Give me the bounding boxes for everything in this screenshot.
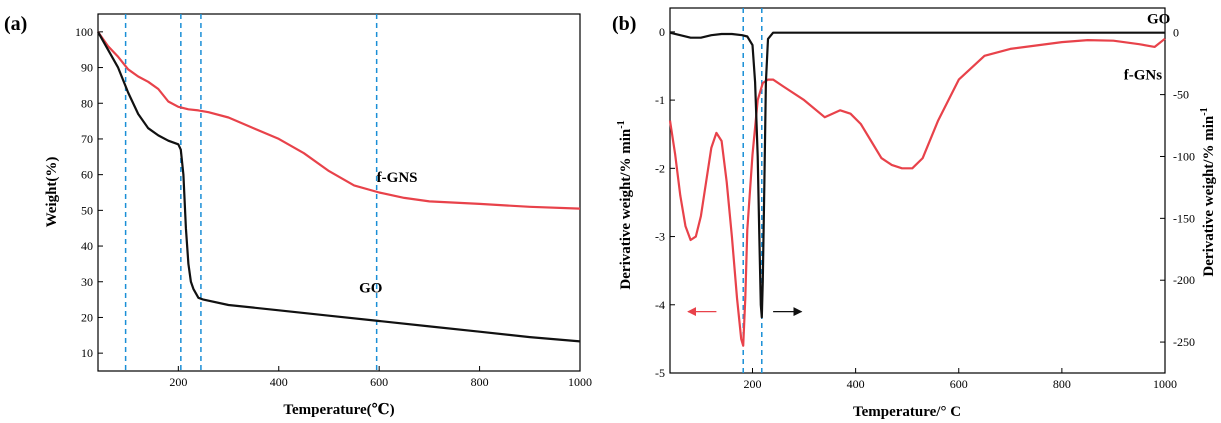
y2-tick-label: -100: [1173, 149, 1195, 163]
y2-tick-label: 0: [1173, 26, 1179, 40]
y-tick-label: 40: [81, 239, 93, 253]
x-tick-label: 200: [169, 375, 187, 389]
series-label-go: GO: [1147, 12, 1170, 28]
panel-b-guide-lines: [742, 8, 763, 373]
y2-tick-label: -50: [1173, 88, 1189, 102]
y-tick-label: -4: [655, 298, 665, 312]
series-label-f-gns: f-GNs: [1124, 68, 1162, 84]
panel-a-plot-frame: [97, 13, 581, 372]
panel-a-guide-lines: [124, 14, 378, 371]
x-tick-label: 400: [270, 375, 288, 389]
panel-b-plot-frame: [669, 7, 1166, 374]
panel-a-series: [97, 31, 581, 343]
x-tick-label: 800: [471, 375, 489, 389]
panel-b: (b) 200 400 600 800 1000 0 -1 -2 -3 -4 -5 0 -50 -10…: [612, 7, 1217, 420]
y-tick-label: 10: [81, 346, 93, 360]
series-label-f-gns: f-GNS: [377, 170, 418, 186]
y-tick-label: 0: [659, 25, 665, 39]
series-label-go: GO: [359, 280, 382, 296]
x-tick-label: 400: [847, 377, 865, 391]
y-tick-label: 90: [81, 61, 93, 75]
panel-b-y-axis-label: Derivative weight/% min-1: [616, 120, 634, 289]
y-tick-label: 70: [81, 132, 93, 146]
y-tick-label: 100: [75, 25, 93, 39]
y-tick-label: 80: [81, 96, 93, 110]
x-tick-label: 1000: [568, 375, 592, 389]
x-tick-label: 1000: [1153, 377, 1177, 391]
panel-b-series-labels: f-GNs GO: [1124, 12, 1171, 84]
panel-a: (a) 200 400 600 800 1000 1020304050607080901…: [4, 13, 592, 418]
panel-a-y-ticks: 10 20 30 40 50 60 70 80 90 100: [75, 25, 103, 360]
y-tick-label: -2: [655, 161, 665, 175]
panel-a-x-axis-label: Temperature(℃): [283, 402, 394, 418]
series-line-f-gns: [97, 31, 581, 210]
x-tick-label: 600: [950, 377, 968, 391]
y-tick-label: 20: [81, 310, 93, 324]
y-tick-label: 60: [81, 168, 93, 182]
series-line-f-gns: [668, 37, 1166, 347]
panel-a-series-labels: f-GNS GO: [359, 170, 417, 297]
x-tick-label: 800: [1053, 377, 1071, 391]
panel-a-x-ticks: 200 400 600 800 1000: [169, 366, 592, 389]
y2-tick-label: -250: [1173, 335, 1195, 349]
y-tick-label: 30: [81, 275, 93, 289]
panel-b-left-y-ticks: 0 -1 -2 -3 -4 -5: [655, 25, 675, 380]
series-line-go: [669, 31, 1165, 319]
y-tick-label: 50: [81, 203, 93, 217]
panel-b-x-axis-label: Temperature/° C: [853, 404, 961, 420]
panel-a-y-axis-label: Weight(%): [44, 157, 60, 228]
y2-tick-label: -150: [1173, 211, 1195, 225]
panel-a-label: (a): [4, 13, 27, 35]
panel-b-right-y-axis-label: Derivative weight/% min-1: [1199, 107, 1217, 276]
panel-b-x-ticks: 200 400 600 800 1000: [744, 368, 1177, 391]
series-line-go: [97, 31, 581, 343]
y-tick-label: -5: [655, 366, 665, 380]
x-tick-label: 200: [744, 377, 762, 391]
panel-b-series: [668, 31, 1166, 347]
y2-tick-label: -200: [1173, 273, 1195, 287]
x-tick-label: 600: [370, 375, 388, 389]
y-tick-label: -3: [655, 230, 665, 244]
y-tick-label: -1: [655, 93, 665, 107]
panel-b-right-y-ticks: 0 -50 -100 -150 -200 -250: [1160, 26, 1195, 349]
panel-b-label: (b): [612, 13, 636, 35]
